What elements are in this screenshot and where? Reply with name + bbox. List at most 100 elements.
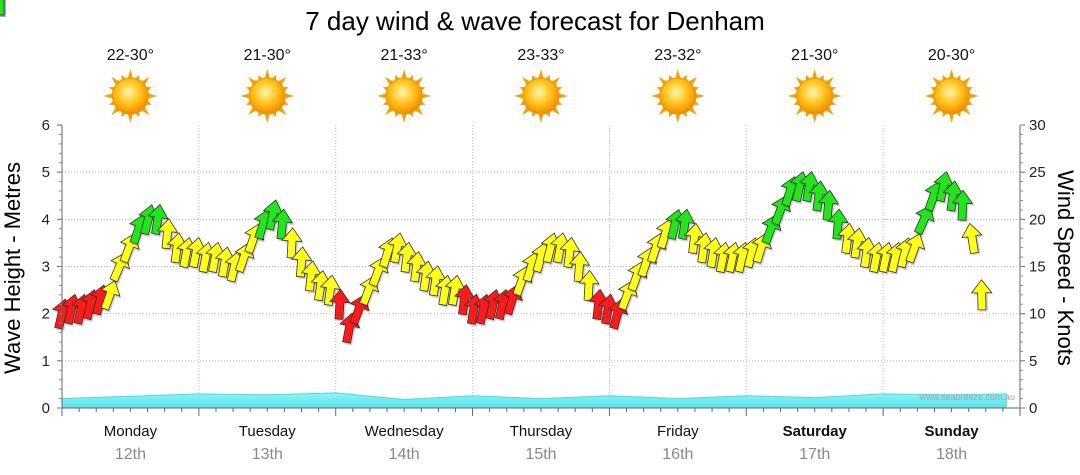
wind-arrow-shape [971, 279, 993, 311]
sun-disc [385, 77, 423, 115]
sun-ray [674, 112, 681, 123]
sun-ray [948, 112, 955, 123]
left-tick-label: 6 [42, 117, 50, 134]
sun-ray [968, 93, 979, 99]
wind-arrow [827, 208, 850, 242]
sun-icon [103, 69, 158, 123]
wind-arrow [147, 204, 170, 238]
wind-arrow [905, 233, 926, 266]
sun-disc [659, 77, 697, 115]
sun-ray [948, 69, 955, 80]
wind-arrow-shape [147, 204, 169, 236]
day-temperature: 23-33° [517, 47, 564, 64]
right-tick-label: 10 [1029, 306, 1046, 323]
credit-text: www.seabreeze.com.au [918, 392, 1015, 402]
sun-ray [538, 69, 544, 80]
sun-icon [924, 69, 979, 123]
wind-arrow [396, 241, 419, 275]
day-name: Thursday [510, 423, 573, 440]
sun-ray [831, 93, 842, 99]
day-date: 18th [936, 446, 967, 463]
sun-ray [557, 93, 568, 99]
sun-ray [264, 69, 271, 80]
wind-arrow [914, 205, 936, 238]
sun-ray [420, 93, 432, 99]
sun-ray [650, 93, 662, 99]
day-name: Friday [657, 423, 699, 440]
left-axis-ticks: 0 1 2 3 4 5 6 [42, 117, 62, 417]
sun-ray [240, 93, 251, 99]
day-date: 13th [252, 446, 283, 463]
sun-ray [514, 93, 525, 99]
wind-arrow-shape [569, 251, 590, 283]
wind-arrow-shape [100, 280, 121, 311]
wind-arrow [387, 232, 410, 266]
wind-arrow-shape [914, 205, 935, 236]
sun-ray [103, 93, 114, 99]
left-axis-label: Wave Height - Metres [0, 162, 25, 374]
sun-icon [650, 69, 705, 123]
sun-ray [264, 112, 271, 123]
wind-arrow-shape [281, 227, 303, 259]
left-tick-label: 5 [42, 164, 50, 181]
right-axis-label: Wind Speed - Knots [1053, 170, 1078, 366]
wind-arrow-shape [578, 270, 600, 301]
day-labels: Monday 12th Tuesday 13th Wednesday 14th Thursd… [104, 423, 980, 463]
left-tick-label: 0 [42, 400, 50, 417]
wind-arrow-shape [0, 0, 5, 16]
right-tick-label: 5 [1029, 353, 1037, 370]
sun-ray [694, 93, 705, 99]
wind-arrow-shape [320, 274, 341, 306]
sun-disc [248, 77, 286, 115]
chart-title: 7 day wind & wave forecast for Denham [305, 6, 765, 36]
day-temperature: 21-33° [380, 47, 427, 64]
wind-arrow [961, 222, 984, 256]
wind-arrow [732, 242, 754, 276]
day-date: 16th [662, 446, 693, 463]
sun-icon [787, 69, 842, 123]
wind-arrow-shape [961, 222, 983, 255]
wind-arrow [0, 0, 12, 17]
sun-disc [933, 77, 971, 115]
day-date: 12th [115, 446, 146, 463]
wind-arrow [425, 265, 448, 299]
wind-arrow [808, 180, 831, 214]
sun-icon [514, 69, 568, 123]
wind-arrow-shape [818, 189, 839, 221]
sun-ray [401, 69, 408, 80]
left-tick-label: 4 [42, 211, 50, 228]
sun-disc [522, 77, 560, 115]
day-name: Monday [104, 423, 158, 440]
right-axis-ticks: 0 5 10 15 20 25 30 [1020, 117, 1046, 417]
wind-arrow-shape [827, 208, 849, 240]
sun-ray [811, 112, 818, 123]
wave-area [61, 392, 1007, 409]
wind-speed-series [0, 0, 994, 346]
left-tick-label: 2 [42, 306, 50, 323]
wind-arrow [971, 279, 994, 312]
wind-arrow [847, 227, 869, 261]
wave-height-series [61, 392, 1007, 409]
wind-arrow-shape [329, 288, 351, 320]
sun-ray [401, 112, 408, 123]
wind-arrow [578, 270, 601, 303]
wind-arrow [329, 288, 352, 322]
day-name: Wednesday [365, 423, 444, 440]
wind-arrow-shape [674, 208, 696, 240]
sun-disc [111, 77, 149, 115]
day-temperature: 20-30° [928, 47, 975, 64]
right-tick-label: 0 [1029, 400, 1037, 417]
temperature-row: 22-30° 21-30° 21-33° 23-33° 23-32° 21-30° 20-3… [107, 47, 975, 64]
left-tick-label: 3 [42, 259, 50, 276]
sun-ray [538, 112, 544, 123]
sun-ray [284, 93, 295, 99]
wind-arrow-shape [157, 218, 178, 250]
wind-arrow-shape [905, 233, 926, 264]
left-tick-label: 1 [42, 353, 50, 370]
wind-arrow-shape [559, 237, 581, 269]
right-tick-label: 30 [1029, 117, 1046, 134]
wind-arrow-shape [952, 189, 973, 221]
sun-ray [127, 112, 134, 123]
sun-ray [147, 93, 158, 99]
sun-ray [377, 93, 388, 99]
